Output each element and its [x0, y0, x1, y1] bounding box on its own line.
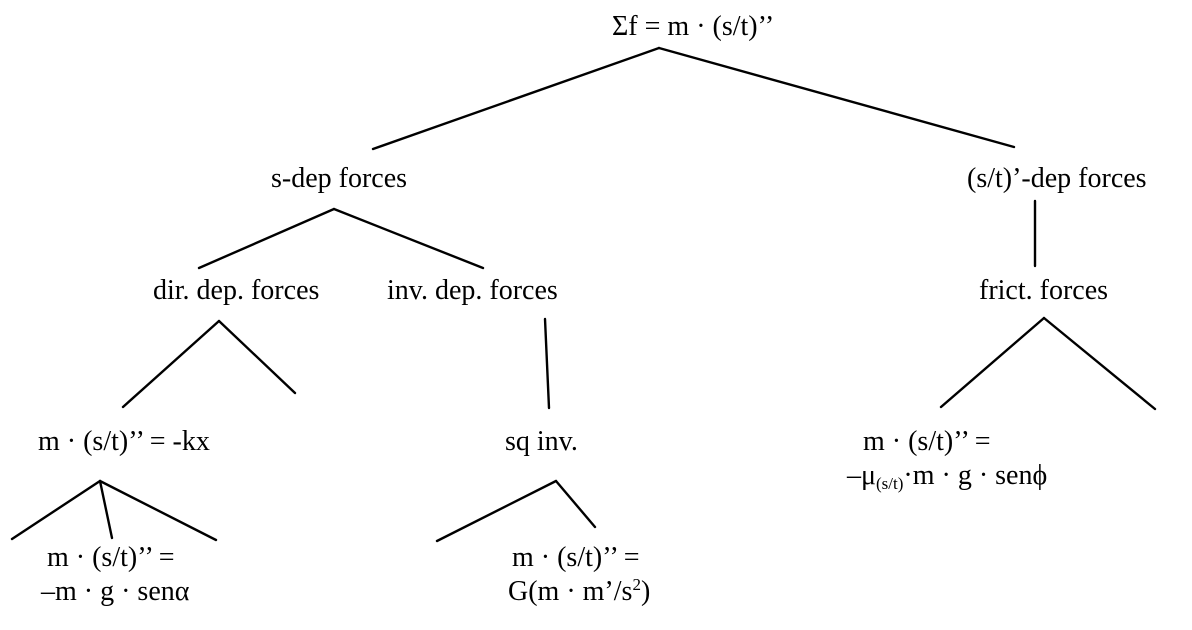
pendulum-equation: m · (s/t)’’ = –m · g · senα: [41, 541, 189, 609]
edge-dir-stub: [217, 319, 297, 395]
friction-mu-subscript: (s/t): [876, 474, 904, 493]
edge-frict-stub-left: [939, 316, 1046, 409]
edge-root-to-s-dep: [371, 46, 661, 151]
edge-s-dep-to-dir: [197, 207, 336, 270]
friction-equation-line1: m · (s/t)’’ =: [863, 426, 991, 457]
edge-spring-stub-left: [10, 479, 102, 541]
dir-dep-forces-label: dir. dep. forces: [153, 275, 320, 306]
gravity-exponent: 2: [632, 575, 641, 594]
root-label: Σf = m · (s/t)’’: [612, 11, 775, 42]
edge-frict-stub-right: [1042, 316, 1157, 411]
pendulum-equation-line1: m · (s/t)’’ =: [47, 542, 175, 573]
friction-equation-line2: –μ(s/t)·m · g · senϕ: [847, 459, 1047, 493]
friction-rest: ·m · g · senϕ: [903, 460, 1048, 491]
edge-dir-to-spring: [121, 319, 221, 409]
friction-mu: –μ: [847, 460, 877, 491]
inv-dep-forces-label: inv. dep. forces: [387, 275, 558, 306]
gravity-formula: G(m · m’/s: [508, 576, 633, 607]
pendulum-equation-line2: –m · g · senα: [41, 576, 190, 607]
sq-inv-label: sq inv.: [505, 426, 578, 457]
edge-spring-to-pendulum: [98, 479, 114, 540]
gravity-equation-line2: G(m · m’/s2): [508, 575, 650, 609]
frict-forces-label: frict. forces: [979, 275, 1109, 306]
friction-equation: m · (s/t)’’ = –μ(s/t)·m · g · senϕ: [847, 425, 1047, 493]
edge-root-to-st-dep: [657, 46, 1016, 149]
edge-inv-to-sq: [543, 317, 551, 410]
s-dep-forces-label: s-dep forces: [271, 163, 408, 194]
edge-sq-stub: [435, 479, 558, 543]
st-dep-forces-label: (s/t)’-dep forces: [967, 163, 1147, 194]
edge-s-dep-to-inv: [332, 207, 485, 270]
edge-spring-stub-right: [98, 479, 218, 542]
spring-equation: m · (s/t)’’ = -kx: [38, 426, 210, 457]
gravity-close-paren: ): [640, 576, 651, 607]
gravity-equation-line1: m · (s/t)’’ =: [512, 542, 640, 573]
edge-sq-to-gravity: [554, 479, 597, 529]
gravity-equation: m · (s/t)’’ = G(m · m’/s2): [508, 541, 650, 609]
